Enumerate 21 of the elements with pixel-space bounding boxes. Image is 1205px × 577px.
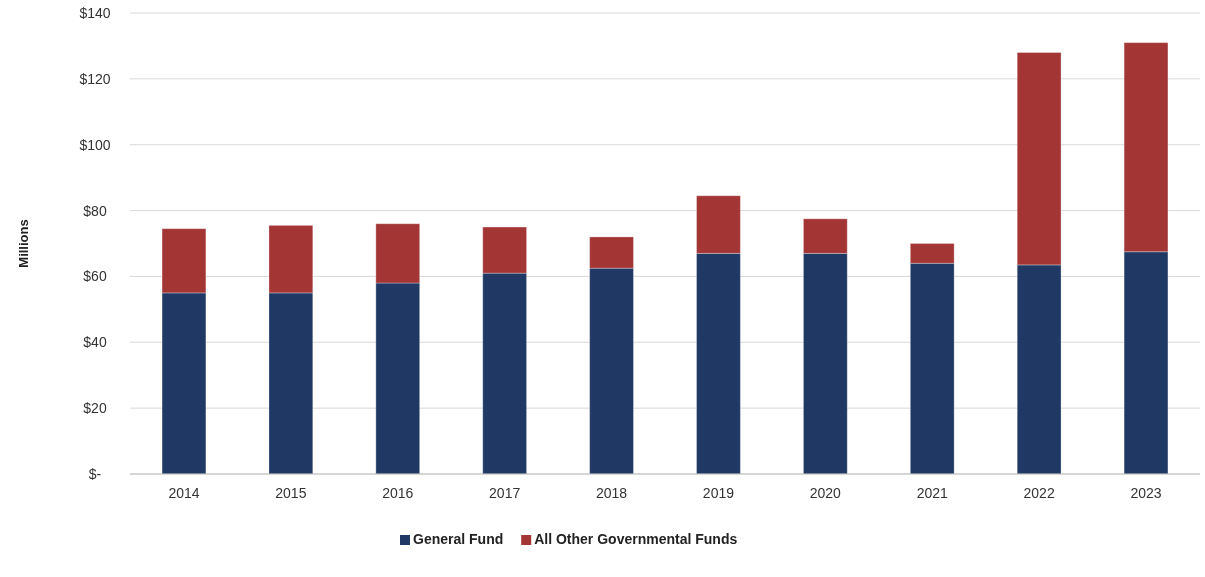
y-tick-label: $20	[83, 400, 107, 417]
legend-label: All Other Governmental Funds	[534, 531, 738, 547]
legend-label: General Fund	[413, 531, 504, 547]
y-tick-label: $-	[88, 466, 102, 482]
y-tick-label: $60	[83, 268, 107, 285]
y-tick-label: $40	[83, 334, 107, 351]
x-tick-label: 2022	[1023, 485, 1055, 501]
x-tick-label: 2021	[916, 485, 949, 501]
y-tick-label: $100	[79, 136, 111, 153]
x-tick-label: 2015	[275, 485, 307, 501]
y-tick-label: $140	[79, 5, 111, 21]
x-tick-label: 2016	[382, 485, 414, 501]
x-tick-label: 2023	[1130, 485, 1162, 501]
y-axis-title: Millions	[16, 219, 31, 268]
y-tick-label: $120	[79, 70, 111, 87]
x-tick-label: 2018	[595, 485, 628, 501]
x-tick-label: 2019	[702, 485, 735, 501]
x-tick-label: 2017	[489, 485, 521, 501]
x-tick-label: 2014	[168, 485, 200, 501]
y-tick-label: $80	[83, 202, 107, 219]
x-tick-label: 2020	[809, 485, 842, 501]
